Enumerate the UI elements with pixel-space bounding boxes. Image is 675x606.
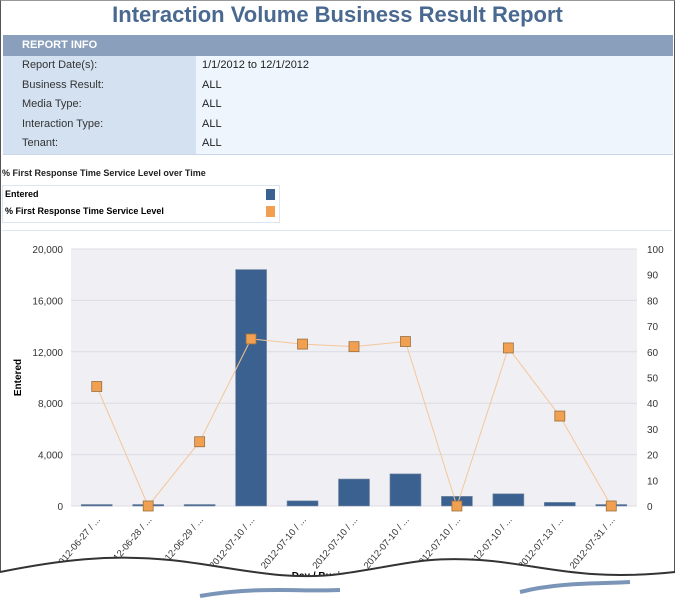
- y-tick-label: 4,000: [38, 451, 63, 462]
- legend-item-service-level: % First Response Time Service Level: [3, 203, 279, 220]
- info-row: Report Date(s): 1/1/2012 to 12/1/2012: [3, 56, 673, 76]
- legend-label: Entered: [5, 189, 39, 199]
- info-row: Media Type: ALL: [3, 95, 673, 115]
- y-tick-label: 0: [57, 502, 63, 513]
- bar[interactable]: [80, 504, 113, 507]
- y-tick-label: 12,000: [32, 348, 63, 359]
- line-point[interactable]: [348, 341, 360, 353]
- legend-item-entered: Entered: [3, 186, 279, 203]
- y2-tick-label: 0: [647, 502, 653, 513]
- line-point[interactable]: [451, 500, 463, 512]
- info-value: ALL: [196, 134, 673, 154]
- line-point[interactable]: [400, 336, 411, 347]
- bar[interactable]: [492, 493, 525, 507]
- bar[interactable]: [389, 473, 422, 507]
- bar[interactable]: [338, 478, 370, 507]
- line-point[interactable]: [142, 500, 154, 512]
- y2-tick-label: 70: [647, 322, 659, 333]
- bar[interactable]: [286, 500, 319, 507]
- line-point[interactable]: [605, 500, 617, 512]
- report-info-header: REPORT INFO: [3, 35, 673, 56]
- combo-chart: 0 4,000 8,000 12,000 16,000 20,000 0 10 20 30 40 50…: [13, 245, 664, 582]
- info-label: Business Result:: [3, 75, 196, 95]
- bar[interactable]: [183, 504, 216, 507]
- info-row: Interaction Type: ALL: [3, 114, 673, 134]
- info-value: 1/1/2012 to 12/1/2012: [196, 56, 673, 76]
- y-tick-label: 16,000: [32, 296, 63, 307]
- plot-area: [71, 249, 637, 506]
- line-point[interactable]: [194, 436, 206, 448]
- y-tick-label: 8,000: [38, 399, 63, 410]
- legend-swatch: [266, 189, 275, 200]
- info-value: ALL: [196, 95, 673, 115]
- y2-tick-label: 80: [647, 296, 659, 307]
- bar[interactable]: [544, 502, 576, 507]
- torn-edge: [0, 556, 675, 602]
- y2-tick-label: 60: [647, 348, 659, 359]
- chart-legend: Entered % First Response Time Service Le…: [2, 185, 280, 223]
- chart-container: 0 4,000 8,000 12,000 16,000 20,000 0 10 20 30 40 50…: [2, 230, 672, 601]
- info-row: Tenant: ALL: [3, 134, 673, 154]
- y2-tick-label: 50: [647, 374, 659, 385]
- y2-tick-label: 30: [647, 425, 659, 436]
- line-point[interactable]: [502, 342, 514, 354]
- y2-tick-label: 20: [647, 451, 659, 462]
- info-label: Tenant:: [3, 134, 196, 154]
- y2-tick-label: 100: [647, 245, 664, 256]
- y-tick-label: 20,000: [32, 245, 63, 256]
- y2-tick-label: 10: [647, 476, 659, 487]
- info-label: Report Date(s):: [3, 56, 196, 76]
- y2-tick-label: 40: [647, 399, 659, 410]
- line-point[interactable]: [245, 333, 257, 345]
- chart-title: % First Response Time Service Level over…: [2, 168, 206, 178]
- line-point[interactable]: [554, 410, 566, 422]
- y-axis-title: Entered: [13, 359, 24, 396]
- page-title: Interaction Volume Business Result Repor…: [112, 2, 563, 27]
- info-value: ALL: [196, 75, 673, 95]
- info-label: Media Type:: [3, 95, 196, 115]
- info-value: ALL: [196, 114, 673, 134]
- info-label: Interaction Type:: [3, 114, 196, 134]
- y2-tick-label: 90: [647, 271, 659, 282]
- bar[interactable]: [235, 269, 267, 507]
- info-row: Business Result: ALL: [3, 75, 673, 95]
- legend-swatch: [266, 206, 275, 217]
- line-point[interactable]: [91, 381, 103, 392]
- legend-label: % First Response Time Service Level: [5, 206, 164, 216]
- report-info-table: REPORT INFO Report Date(s): 1/1/2012 to 1…: [3, 35, 673, 155]
- line-point[interactable]: [297, 338, 308, 350]
